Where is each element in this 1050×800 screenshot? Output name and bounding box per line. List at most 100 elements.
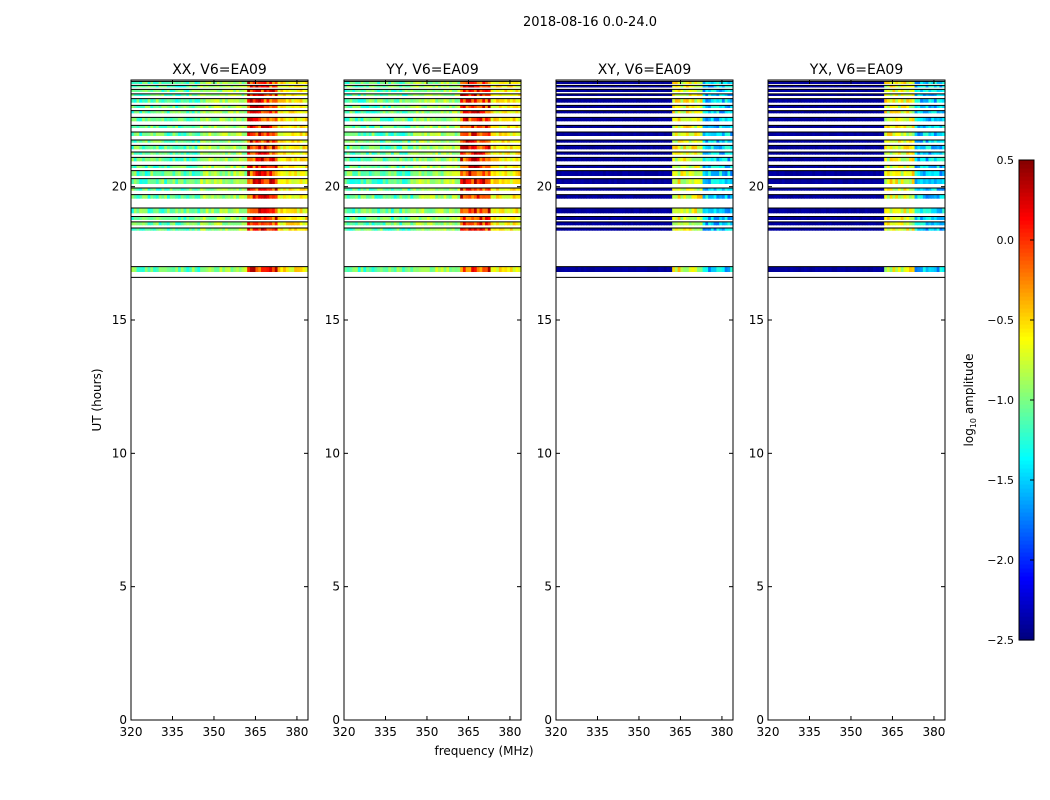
- heatmap-cell: [404, 178, 409, 184]
- heatmap-cell: [730, 93, 734, 96]
- heatmap-cell: [633, 110, 637, 114]
- heatmap-cell: [688, 89, 693, 92]
- heatmap-cell: [421, 157, 425, 162]
- heatmap-cell: [269, 228, 273, 231]
- heatmap-cell: [674, 221, 679, 226]
- heatmap-cell: [556, 157, 560, 162]
- heatmap-cell: [391, 165, 395, 168]
- heatmap-cell: [931, 81, 935, 84]
- heatmap-cell: [432, 117, 436, 122]
- heatmap-cell: [518, 221, 522, 226]
- heatmap-cell: [616, 89, 621, 92]
- heatmap-cell: [236, 81, 240, 84]
- heatmap-cell: [680, 228, 684, 231]
- heatmap-cell: [161, 98, 165, 103]
- heatmap-cell: [509, 228, 514, 231]
- heatmap-cell: [578, 188, 582, 191]
- heatmap-cell: [272, 208, 276, 214]
- heatmap-cell: [346, 105, 351, 108]
- heatmap-cell: [269, 152, 273, 155]
- heatmap-cell: [399, 85, 403, 88]
- heatmap-cell: [518, 145, 522, 150]
- heatmap-cell: [454, 188, 458, 191]
- heatmap-cell: [641, 117, 646, 122]
- heatmap-cell: [421, 194, 425, 199]
- heatmap-cell: [164, 145, 168, 150]
- heatmap-cell: [200, 170, 204, 176]
- heatmap-cell: [630, 125, 635, 128]
- heatmap-cell: [202, 85, 207, 88]
- heatmap-cell: [443, 117, 447, 122]
- heatmap-cell: [357, 152, 362, 155]
- heatmap-cell: [404, 228, 409, 231]
- heatmap-cell: [136, 178, 140, 184]
- heatmap-cell: [344, 208, 348, 214]
- scan-row: [556, 93, 734, 96]
- heatmap-cell: [363, 221, 367, 226]
- heatmap-cell: [404, 125, 409, 128]
- heatmap-cell: [482, 216, 486, 220]
- heatmap-cell: [346, 110, 351, 114]
- heatmap-cell: [371, 228, 376, 231]
- heatmap-cell: [407, 216, 411, 220]
- heatmap-cell: [594, 110, 599, 114]
- heatmap-cell: [136, 125, 140, 128]
- heatmap-cell: [561, 221, 565, 226]
- heatmap-cell: [435, 125, 439, 128]
- heatmap-cell: [493, 208, 497, 214]
- heatmap-cell: [561, 140, 565, 143]
- heatmap-cell: [815, 85, 819, 88]
- axes-frame: [130, 79, 309, 721]
- heatmap-cell: [496, 221, 500, 226]
- heatmap-cell: [178, 178, 182, 184]
- x-tick-label: 320: [545, 725, 568, 739]
- heatmap-cell: [194, 165, 198, 168]
- x-tick-label: 365: [669, 725, 692, 739]
- heatmap-cell: [277, 194, 281, 199]
- heatmap-cell: [172, 208, 176, 214]
- heatmap-cell: [418, 178, 423, 184]
- heatmap-cell: [183, 81, 187, 84]
- heatmap-cell: [501, 89, 506, 92]
- heatmap-cell: [291, 105, 295, 108]
- heatmap-cell: [721, 132, 726, 136]
- heatmap-cell: [512, 140, 517, 143]
- heatmap-cell: [260, 125, 265, 128]
- heatmap-cell: [504, 125, 508, 128]
- heatmap-cell: [509, 165, 514, 168]
- heatmap-cell: [426, 266, 431, 272]
- heatmap-cell: [421, 152, 425, 155]
- heatmap-cell: [476, 266, 481, 272]
- heatmap-cell: [205, 228, 210, 231]
- heatmap-cell: [672, 170, 676, 176]
- heatmap-cell: [241, 266, 245, 272]
- heatmap-cell: [186, 125, 190, 128]
- heatmap-cell: [238, 208, 243, 214]
- heatmap-cell: [561, 117, 565, 122]
- heatmap-cell: [227, 125, 232, 128]
- heatmap-cell: [216, 208, 221, 214]
- heatmap-cell: [360, 170, 364, 176]
- heatmap-cell: [669, 165, 673, 168]
- heatmap-cell: [233, 140, 237, 143]
- heatmap-cell: [507, 221, 511, 226]
- heatmap-cell: [627, 157, 632, 162]
- heatmap-cell: [346, 170, 351, 176]
- heatmap-cell: [363, 152, 367, 155]
- heatmap-cell: [561, 110, 565, 114]
- heatmap-cell: [155, 125, 160, 128]
- heatmap-cell: [421, 266, 425, 272]
- heatmap-cell: [493, 117, 497, 122]
- heatmap-cell: [490, 145, 494, 150]
- heatmap-cell: [663, 89, 668, 92]
- heatmap-cell: [498, 266, 503, 272]
- heatmap-cell: [688, 81, 693, 84]
- heatmap-cell: [507, 188, 511, 191]
- heatmap-cell: [415, 266, 420, 272]
- scan-row: [131, 93, 309, 96]
- heatmap-cell: [277, 117, 281, 122]
- heatmap-cell: [371, 216, 376, 220]
- heatmap-cell: [473, 194, 478, 199]
- heatmap-cell: [694, 140, 698, 143]
